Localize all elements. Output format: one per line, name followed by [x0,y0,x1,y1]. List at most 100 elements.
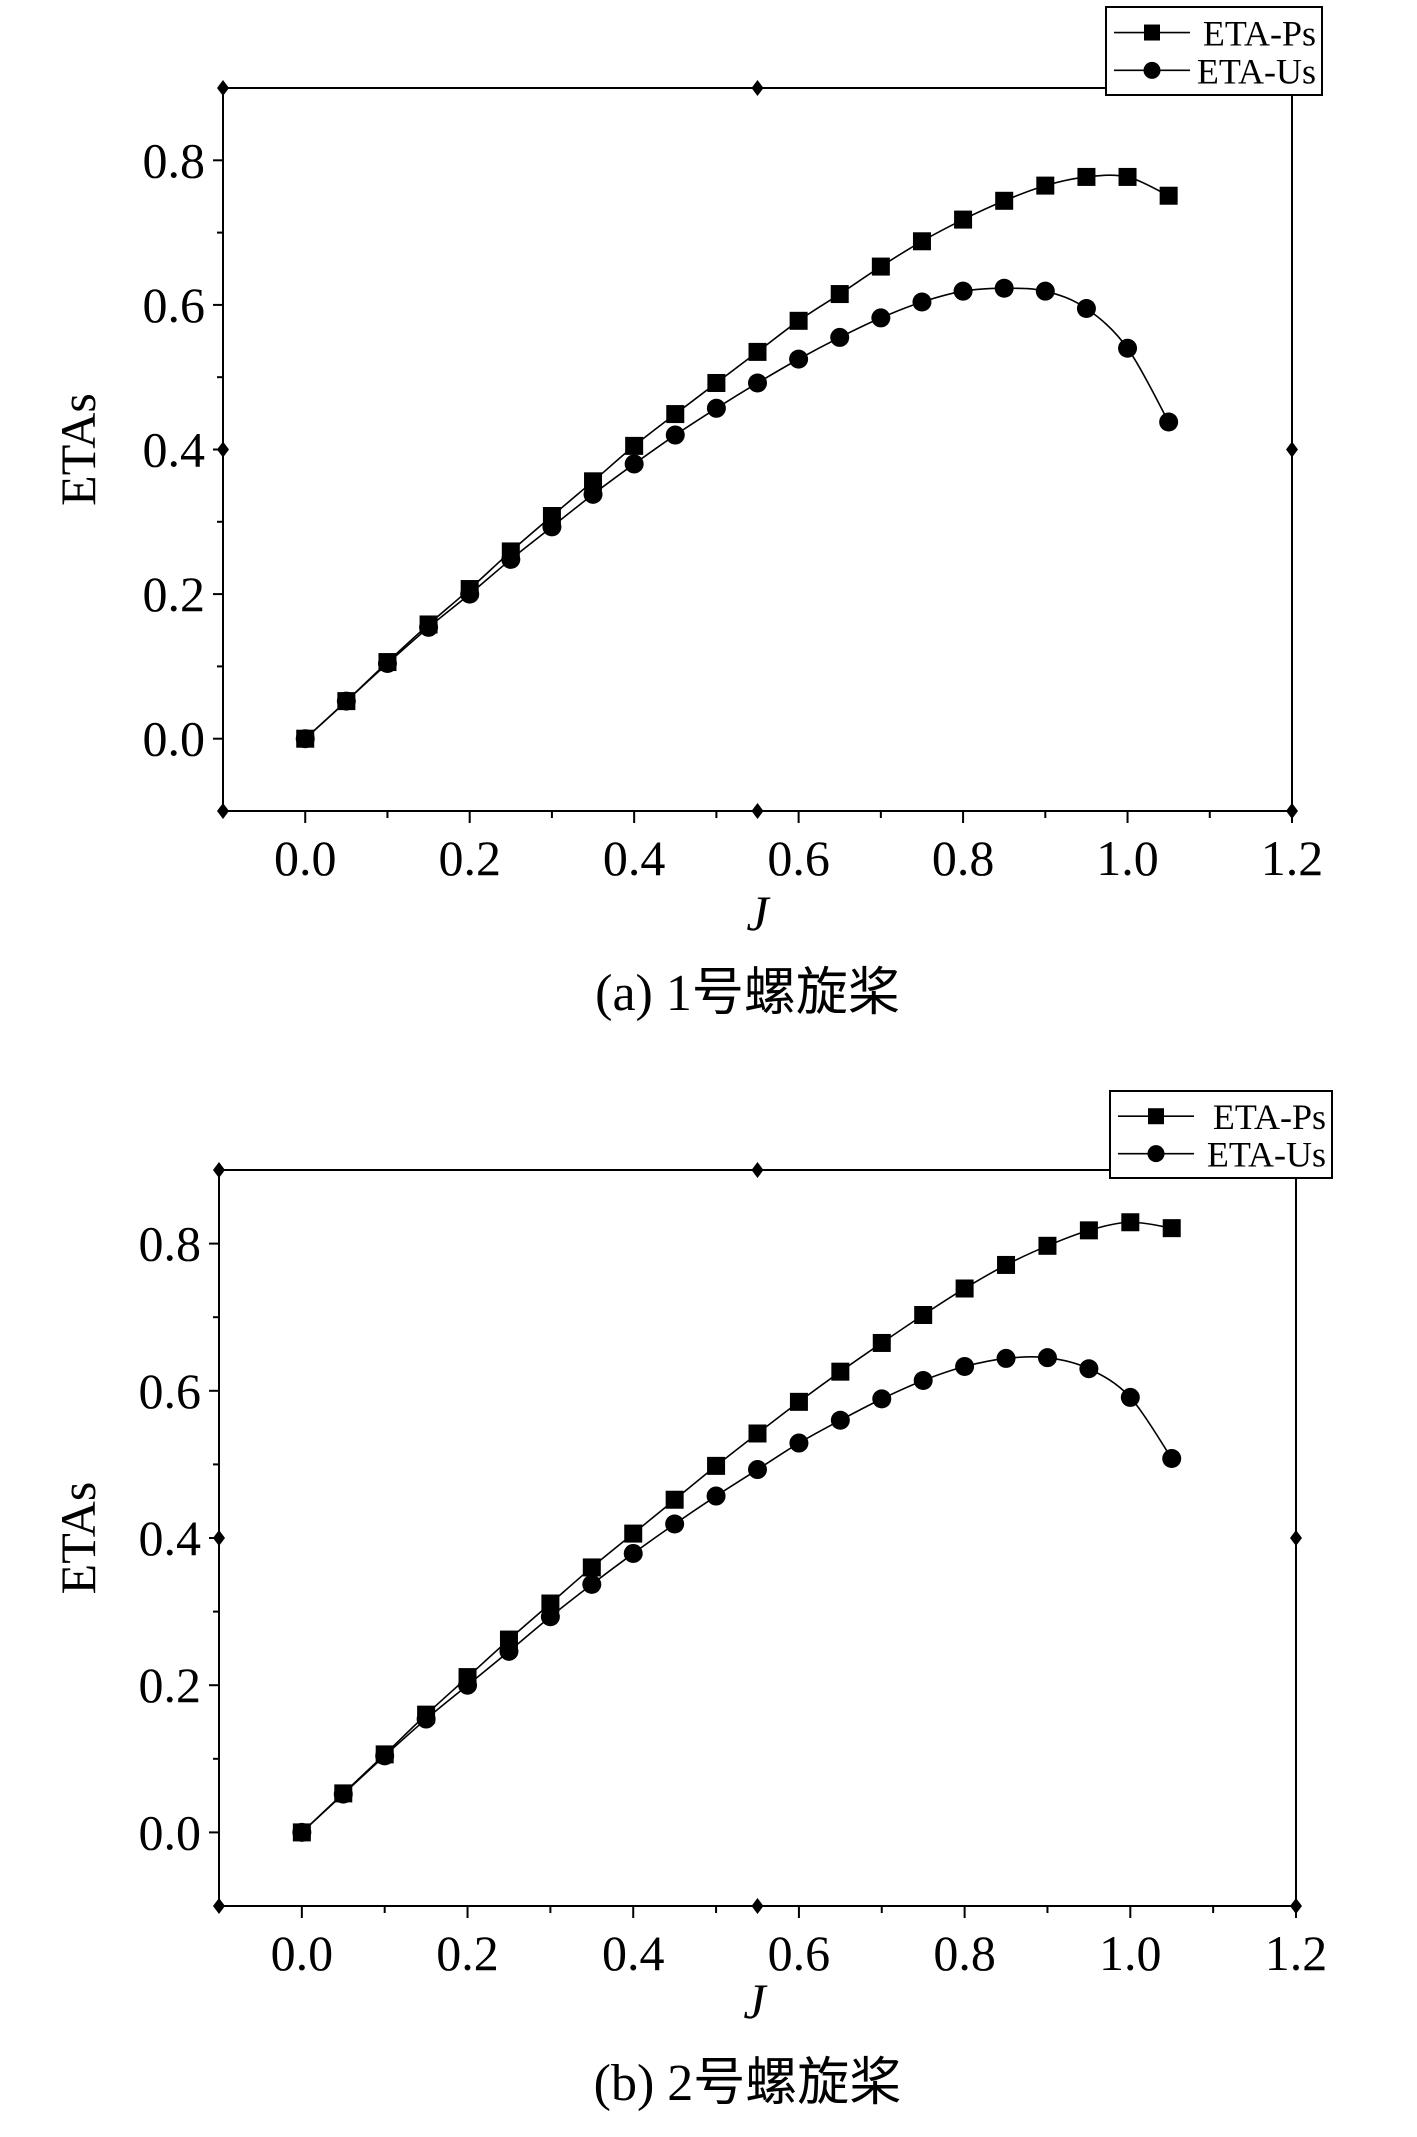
series-line-eta-ps [304,174,1169,740]
data-point-circle [1118,338,1138,358]
legend-label: ETA-Ps [1213,1097,1326,1137]
data-point-square [748,342,767,361]
data-point-square [625,436,644,455]
y-tick-label: 0.4 [143,422,206,478]
frame-diamond-marker [217,803,229,819]
legend-label: ETA-Us [1197,51,1316,91]
frame-diamond-marker [1290,1530,1302,1546]
x-tick-label: 0.6 [767,830,830,886]
data-point-circle [665,425,685,445]
data-point-square [789,1392,808,1411]
data-point-circle [789,1433,809,1453]
data-point-square [1038,1236,1057,1255]
data-point-circle [540,1607,560,1627]
y-tick-label: 0.6 [143,277,206,333]
y-axis-label: ETAs [50,393,106,506]
x-tick-label: 0.2 [438,830,501,886]
data-point-square [789,311,808,330]
y-tick-label: 0.0 [139,1804,202,1860]
legend-box [1105,6,1323,96]
data-point-square [707,373,726,392]
x-tick-label: 0.8 [932,830,995,886]
legend-circle-marker [1143,61,1161,79]
legend-label: ETA-Ps [1203,14,1316,54]
frame-diamond-marker [751,803,764,819]
data-point-circle [542,517,562,537]
series-line-eta-us [304,287,1170,740]
x-tick-label: 1.0 [1096,830,1159,886]
data-point-square [1118,167,1137,186]
frame-diamond-marker [751,1162,764,1178]
data-point-circle [830,327,850,347]
data-point-square [1159,186,1178,205]
data-point-circle [623,1543,643,1563]
x-tick-label: 0.4 [602,1925,665,1981]
chart-2: 0.0 0.2 0.4 0.6 0.8 1.0 1.2 0.0 0.2 0.4 0.6 0.8 ETAs… [50,1090,1333,2112]
data-point-square [707,1456,726,1475]
plot-frame [218,1169,1297,1907]
data-point-circle [706,398,726,418]
data-point-square [1162,1219,1181,1238]
data-point-circle [913,1370,933,1390]
data-point-square [748,1424,767,1443]
data-point-square [995,191,1014,210]
y-tick-label: 0.6 [139,1363,202,1419]
data-point-square [912,232,931,251]
data-point-circle [789,349,809,369]
data-point-circle [706,1486,726,1506]
data-point-circle [375,1746,395,1766]
data-point-square [955,1279,974,1298]
frame-diamond-marker [217,80,229,96]
data-point-circle [499,1641,519,1661]
data-point-circle [416,1709,436,1729]
data-point-circle [748,373,767,393]
x-tick-label: 0.8 [933,1925,996,1981]
x-tick-label: 1.2 [1261,830,1324,886]
x-axis-label: J [746,885,771,941]
data-point-circle [1159,412,1179,432]
data-point-circle [292,1822,312,1842]
chart-caption: (a) 1号螺旋桨 [595,965,900,1022]
frame-diamond-marker [1286,441,1298,458]
data-point-square [584,472,603,491]
y-tick-label: 0.2 [143,566,206,622]
y-tick-label: 0.4 [139,1510,202,1566]
data-point-circle [501,549,521,569]
x-axis-label: J [743,1973,768,2029]
data-point-circle [377,654,397,674]
series-line-eta-us [301,1355,1173,1833]
data-point-circle [460,584,480,604]
data-point-square [830,285,849,304]
data-point-circle [1079,1359,1099,1379]
chart-1: 0.0 0.2 0.4 0.6 0.8 1.0 1.2 0.0 0.2 0.4 0.6 0.8 ETAs… [50,6,1324,1022]
data-point-circle [1076,299,1096,319]
data-point-circle [419,617,439,637]
y-tick-label: 0.8 [139,1216,202,1272]
legend-circle-marker [1147,1145,1165,1163]
data-point-square [1121,1213,1140,1232]
data-point-square [1077,167,1096,186]
data-point-square [872,1333,891,1352]
data-point-circle [333,1784,353,1804]
data-point-circle [1037,1348,1057,1368]
frame-diamond-marker [213,1898,225,1914]
y-tick-label: 0.0 [143,711,206,767]
x-tick-label: 1.2 [1265,1925,1328,1981]
data-point-square [871,257,890,276]
y-tick-label: 0.2 [139,1657,202,1713]
data-point-circle [1035,281,1055,301]
data-point-square [666,405,685,424]
data-point-circle [458,1675,478,1695]
data-point-square [1036,176,1055,195]
data-point-circle [912,292,932,312]
y-tick-label: 0.8 [143,132,206,188]
data-point-circle [1120,1387,1140,1407]
data-point-circle [624,454,644,474]
x-tick-label: 0.0 [274,830,337,886]
data-point-circle [994,278,1014,298]
data-point-circle [872,1389,892,1409]
data-point-circle [336,691,356,711]
data-point-circle [953,281,973,301]
